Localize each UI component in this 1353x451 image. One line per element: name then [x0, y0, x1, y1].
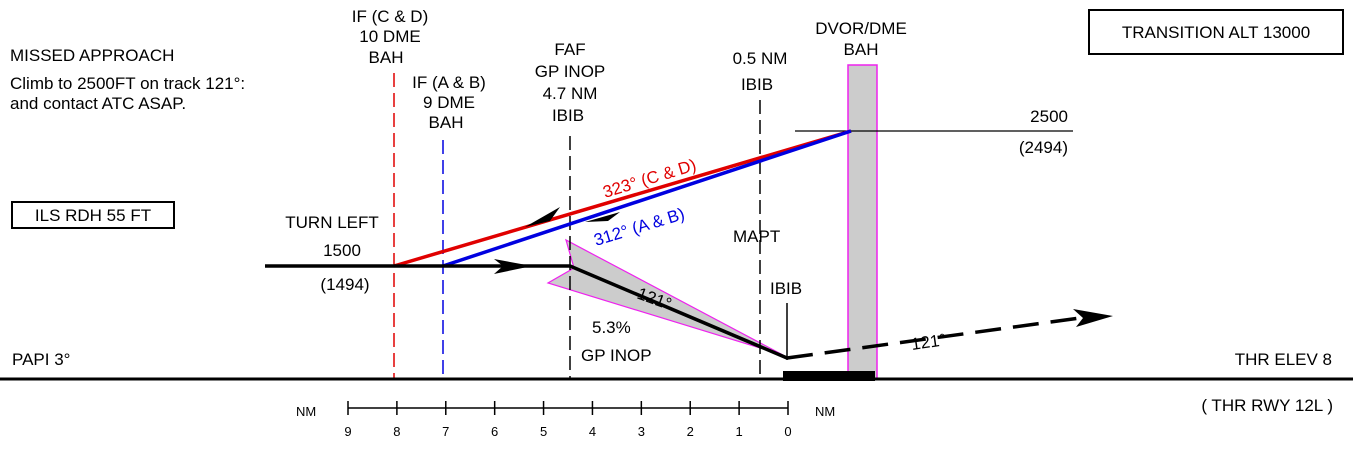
scale-ticks: 9 8 7 6 5 4 3 2 1 0 — [344, 401, 792, 439]
if-ab-line1: IF (A & B) — [412, 73, 486, 92]
turn-alt-label: 1500 — [323, 241, 361, 260]
missed-approach-title: MISSED APPROACH — [10, 46, 174, 65]
scale-tick-label-5: 5 — [540, 424, 547, 439]
scale-tick-label-7: 7 — [442, 424, 449, 439]
if-cd-line3: BAH — [369, 48, 404, 67]
missed-track-label: 121° — [910, 330, 947, 354]
track-ab-arrowhead — [585, 212, 620, 222]
ibib-label: IBIB — [770, 279, 802, 298]
faf-line1: FAF — [554, 40, 585, 59]
missed-approach-line2: and contact ATC ASAP. — [10, 94, 186, 113]
scale-tick-label-3: 3 — [638, 424, 645, 439]
missed-track-line — [786, 316, 1081, 360]
ils-rdh-label: ILS RDH 55 FT — [35, 206, 151, 225]
scale-tick-label-6: 6 — [491, 424, 498, 439]
scale-tick-label-2: 2 — [687, 424, 694, 439]
turn-height-label: (1494) — [320, 275, 369, 294]
half-nm-line1: 0.5 NM — [733, 49, 788, 68]
altitude-2500-label: 2500 — [1030, 107, 1068, 126]
scale-tick-label-4: 4 — [589, 424, 596, 439]
final-descent-line — [569, 264, 788, 360]
glidepath-wedge — [546, 238, 784, 356]
faf-line3: 4.7 NM — [543, 84, 598, 103]
runway-bar — [783, 371, 875, 381]
dvor-label-line1: DVOR/DME — [815, 19, 907, 38]
scale-tick-label-1: 1 — [735, 424, 742, 439]
mapt-label: MAPT — [733, 227, 780, 246]
scale-tick-label-8: 8 — [393, 424, 400, 439]
gp-gradient-label: 5.3% — [592, 318, 631, 337]
half-nm-line2: IBIB — [741, 75, 773, 94]
altitude-2494-label: (2494) — [1019, 138, 1068, 157]
missed-track-arrowhead — [1073, 309, 1113, 327]
scale-tick-label-0: 0 — [784, 424, 791, 439]
if-cd-line1: IF (C & D) — [352, 7, 429, 26]
gp-inop-label: GP INOP — [581, 346, 652, 365]
faf-line2: GP INOP — [535, 62, 606, 81]
missed-approach-line1: Climb to 2500FT on track 121°: — [10, 74, 245, 93]
inbound-arrowhead — [494, 259, 532, 274]
papi-label: PAPI 3° — [12, 350, 70, 369]
scale-unit-left: NM — [296, 404, 316, 419]
thr-rwy-label: ( THR RWY 12L ) — [1201, 396, 1333, 415]
if-ab-line3: BAH — [429, 113, 464, 132]
transition-alt-label: TRANSITION ALT 13000 — [1122, 23, 1310, 42]
dvor-label-line2: BAH — [844, 40, 879, 59]
thr-elev-label: THR ELEV 8 — [1235, 350, 1332, 369]
turn-left-label: TURN LEFT — [285, 213, 379, 232]
track-cd-arrowhead — [525, 207, 560, 227]
ils-rdh-box — [11, 201, 175, 229]
scale-unit-right: NM — [815, 404, 835, 419]
scale-tick-label-9: 9 — [344, 424, 351, 439]
track-cd-line — [393, 129, 852, 268]
dvor-dme-bar — [847, 64, 878, 380]
if-cd-line2: 10 DME — [359, 27, 420, 46]
track-ab-line — [442, 129, 852, 268]
transition-alt-box — [1088, 9, 1344, 55]
if-ab-line2: 9 DME — [423, 93, 475, 112]
faf-line4: IBIB — [552, 106, 584, 125]
